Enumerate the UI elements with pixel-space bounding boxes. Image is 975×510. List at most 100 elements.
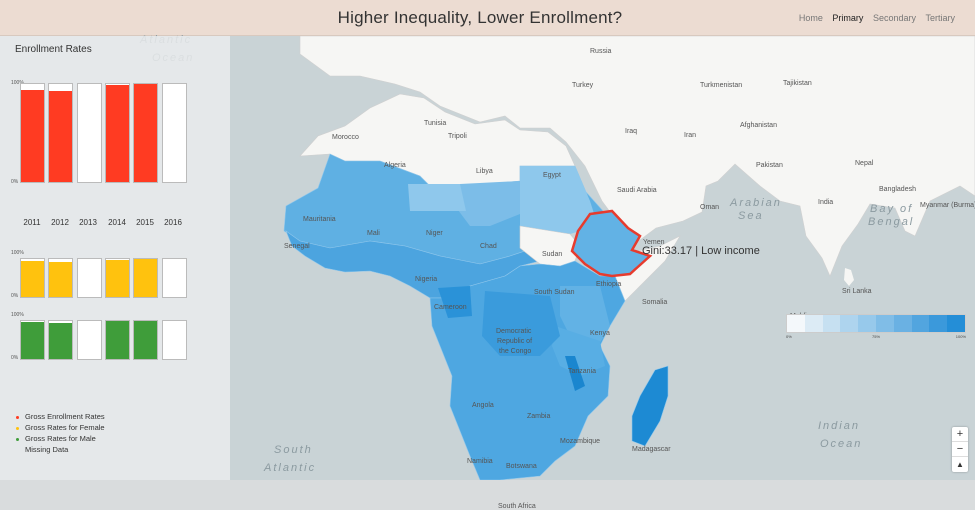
enrollment-bar[interactable]	[133, 83, 159, 183]
missing-data-bar[interactable]	[161, 83, 187, 183]
year-label: 2012	[51, 218, 69, 227]
tick-top: 100%	[11, 80, 24, 86]
year-label: 2011	[23, 218, 41, 227]
year-label: 2014	[108, 218, 126, 227]
ocean-label: Bay of	[870, 203, 914, 215]
country-label: India	[818, 199, 834, 206]
country-label: Iran	[684, 132, 697, 139]
male-enrollment-chart: 100% 0%	[0, 310, 230, 365]
bar-fill	[21, 89, 44, 182]
country-label: Ethiopia	[596, 281, 622, 288]
country-label: Somalia	[642, 299, 668, 306]
ocean-label: Indian	[818, 420, 860, 432]
nav-tertiary[interactable]: Tertiary	[925, 13, 955, 23]
ocean-label: Ocean	[820, 438, 863, 450]
tanzania-region	[552, 326, 605, 376]
enrollment-bar[interactable]	[133, 320, 159, 360]
country-label: Cameroon	[434, 304, 467, 311]
app-header: Higher Inequality, Lower Enrollment? Hom…	[0, 0, 975, 36]
country-label: Tajikistan	[783, 80, 812, 87]
country-label: South Sudan	[534, 289, 575, 296]
missing-data-bar[interactable]	[76, 83, 102, 183]
scale-cell	[947, 315, 965, 332]
scale-cell	[929, 315, 948, 332]
enrollment-bar[interactable]	[20, 320, 45, 360]
enrollment-bar[interactable]	[104, 258, 130, 298]
map-canvas[interactable]	[0, 36, 975, 480]
enrollment-bar[interactable]	[20, 83, 45, 183]
niger-region	[408, 184, 466, 211]
top-nav: Home Primary Secondary Tertiary	[792, 13, 955, 23]
bar-fill	[105, 259, 129, 297]
country-label: Libya	[476, 168, 493, 175]
enrollment-panel: Enrollment Rates 100% 0% 2011 2012 2013 …	[0, 36, 230, 480]
bar-fill	[134, 321, 158, 359]
sri-lanka-land	[844, 268, 854, 286]
green-dot-icon	[16, 437, 19, 441]
color-scale-legend: 0% 75% 100%	[786, 314, 966, 339]
tick-bottom: 0%	[11, 355, 19, 361]
country-label: Russia	[590, 48, 612, 55]
country-label: Namibia	[467, 458, 493, 465]
zoom-out-button[interactable]: −	[952, 442, 968, 457]
missing-data-bar[interactable]	[161, 320, 187, 360]
scale-mid-label: 75%	[872, 334, 881, 339]
country-label: Myanmar (Burma)	[920, 202, 975, 209]
nav-primary[interactable]: Primary	[832, 13, 864, 23]
enrollment-bar[interactable]	[133, 258, 159, 298]
country-label: Afghanistan	[740, 122, 777, 129]
missing-data-bar[interactable]	[76, 258, 102, 298]
ocean-label: Bengal	[868, 216, 915, 228]
enrollment-bar[interactable]	[48, 320, 74, 360]
scale-cell	[858, 315, 876, 332]
country-label: Senegal	[284, 243, 310, 250]
ethiopia-highlight[interactable]	[570, 209, 653, 278]
ocean-label: South	[274, 444, 313, 456]
enrollment-bar[interactable]	[48, 83, 74, 183]
bar-fill	[21, 260, 44, 297]
scale-min-label: 0%	[786, 334, 792, 339]
enrollment-bar[interactable]	[104, 83, 130, 183]
country-label: Yemen	[643, 239, 665, 246]
country-label: Mali	[367, 230, 380, 237]
tick-top: 100%	[11, 250, 24, 256]
gross-enrollment-chart: 100% 0%	[0, 78, 230, 188]
country-label: Nigeria	[415, 276, 438, 283]
zoom-in-button[interactable]: +	[952, 427, 968, 442]
country-label: Republic of	[497, 338, 533, 345]
country-label: Botswana	[506, 463, 537, 470]
tick-top: 100%	[11, 312, 24, 318]
legend-item: Gross Enrollment Rates	[16, 411, 105, 422]
legend-item: Gross Rates for Male	[16, 433, 105, 444]
country-tooltip: Gini:33.17 | Low income	[642, 245, 760, 257]
scale-cells	[786, 314, 966, 333]
missing-data-bar[interactable]	[76, 320, 102, 360]
country-label: Pakistan	[756, 162, 783, 169]
sudan-region	[520, 166, 598, 234]
country-label: Algeria	[384, 162, 406, 169]
scale-cell	[804, 315, 823, 332]
empty-dot-icon	[16, 449, 19, 452]
female-enrollment-chart: 100% 0%	[0, 248, 230, 303]
bar-fill	[105, 84, 129, 182]
scale-cell	[840, 315, 859, 332]
missing-data-bar[interactable]	[161, 258, 187, 298]
legend-item: Gross Rates for Female	[16, 422, 105, 433]
enrollment-bar[interactable]	[48, 258, 74, 298]
country-label: Morocco	[332, 134, 359, 141]
malawi-region	[565, 356, 585, 391]
country-label: Sri Lanka	[842, 288, 872, 295]
compass-reset-button[interactable]: ▲	[956, 460, 964, 469]
country-label: Tripoli	[448, 133, 467, 140]
bar-fill	[49, 261, 73, 297]
zoom-controls: + − ▲	[952, 427, 968, 472]
nav-secondary[interactable]: Secondary	[872, 13, 916, 23]
ocean-label: Atlantic	[264, 462, 317, 474]
enrollment-bar[interactable]	[20, 258, 45, 298]
legend-item: Missing Data	[16, 444, 105, 455]
chart-legend: Gross Enrollment Rates Gross Rates for F…	[16, 411, 105, 455]
country-label: Oman	[700, 204, 720, 211]
nav-home[interactable]: Home	[798, 13, 823, 23]
enrollment-bar[interactable]	[104, 320, 130, 360]
bar-fill	[105, 321, 129, 359]
